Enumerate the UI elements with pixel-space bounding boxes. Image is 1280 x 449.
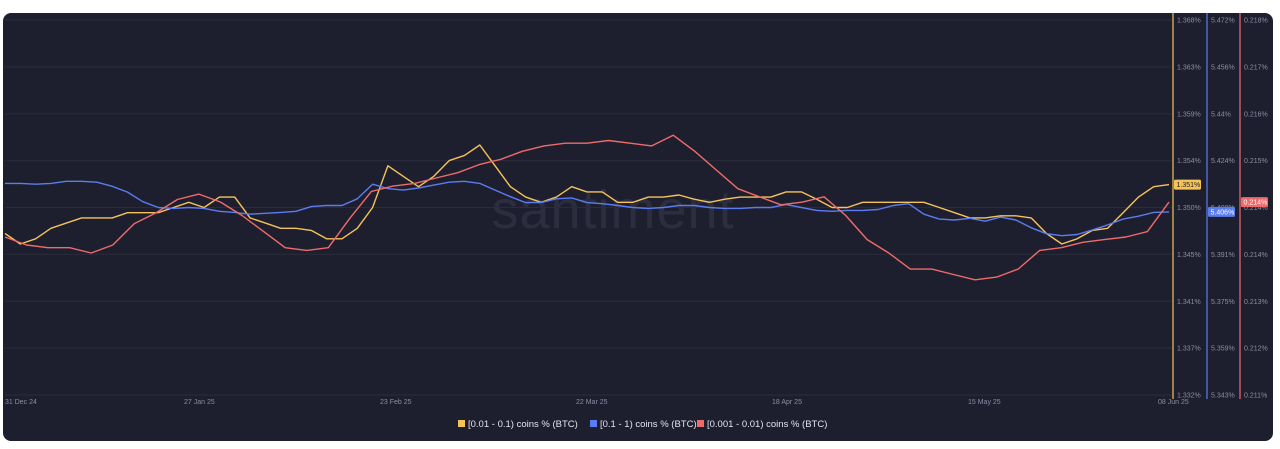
legend: [0.01 - 0.1) coins % (BTC) [0.1 - 1) coin… [458,419,827,430]
y-tick-label: 0.217% [1244,64,1268,71]
y-tick-label: 5.472% [1211,18,1235,25]
last-value-badge [1174,179,1201,190]
series-line [5,180,1170,237]
last-value-badge [1241,197,1268,208]
line-chart: santiment 1.368% 1.363% 1.359% 1.354% 1.350%… [4,13,1268,430]
x-tick-label: 23 Feb 25 [380,399,412,406]
y-tick-label: 0.215% [1244,158,1268,165]
chart-card: santiment 1.368% 1.363% 1.359% 1.354% 1.350%… [3,13,1273,441]
y-tick-label: 0.216% [1244,111,1268,118]
last-value-label: 1.351% [1177,182,1201,189]
y-tick-label: 5.424% [1211,158,1235,165]
y-tick-label: 1.368% [1177,18,1201,25]
y-tick-label: 1.337% [1177,346,1201,353]
x-tick-label: 31 Dec 24 [5,399,37,406]
y-tick-label: 1.332% [1177,393,1201,400]
y-tick-label: 0.213% [1244,299,1268,306]
x-tick-label: 08 Jun 25 [1158,399,1189,406]
legend-label: [0.001 - 0.01) coins % (BTC) [707,419,827,430]
x-tick-label: 18 Apr 25 [772,399,802,406]
x-tick-label: 15 May 25 [968,399,1001,406]
legend-label: [0.01 - 0.1) coins % (BTC) [468,419,578,430]
y-tick-label: 0.211% [1244,393,1267,400]
series-line [4,134,1170,281]
last-value-label: 5.406% [1211,209,1235,216]
legend-label: [0.1 - 1) coins % (BTC) [600,419,697,430]
x-axis: 31 Dec 24 27 Jan 25 23 Feb 25 22 Mar 25 18 A… [5,399,1189,406]
y-tick-label: 0.218% [1244,18,1268,25]
y-tick-label: 1.350% [1177,205,1201,212]
y-tick-label: 0.214% [1244,205,1268,212]
y-tick-label: 0.214% [1244,252,1268,259]
series-line [4,144,1170,245]
y-tick-label: 1.341% [1177,299,1201,306]
y-tick-label: 5.391% [1211,252,1235,259]
x-tick-label: 22 Mar 25 [576,399,608,406]
last-value-label: 0.214% [1244,200,1268,207]
last-value-badge [1208,206,1235,217]
y-tick-label: 5.44% [1211,111,1231,118]
series-lines [4,134,1170,281]
y-tick-label: 0.212% [1244,346,1268,353]
y-tick-label: 1.359% [1177,111,1201,118]
y-tick-label: 1.354% [1177,158,1201,165]
axes: 1.368% 1.363% 1.359% 1.354% 1.350% 1.345% 1.34… [1172,13,1268,400]
legend-swatch [590,420,597,427]
legend-swatch [697,420,704,427]
legend-swatch [458,420,465,427]
watermark: santiment [491,180,734,240]
y-tick-label: 5.343% [1211,393,1235,400]
y-tick-label: 1.363% [1177,64,1201,71]
y-tick-label: 1.345% [1177,252,1201,259]
y-tick-label: 5.456% [1211,64,1235,71]
y-tick-label: 5.375% [1211,299,1235,306]
y-tick-label: 5.359% [1211,346,1235,353]
x-tick-label: 27 Jan 25 [184,399,215,406]
